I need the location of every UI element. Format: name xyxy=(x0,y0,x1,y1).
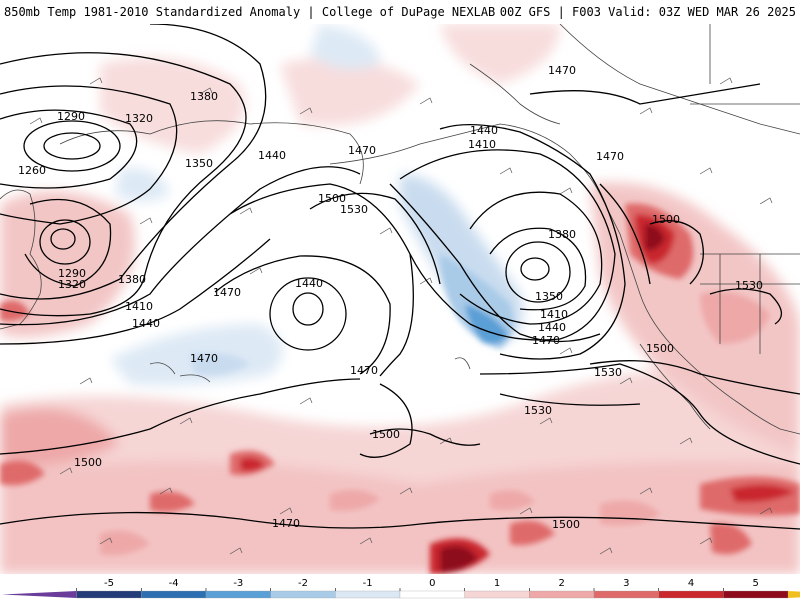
contour-label: 1500 xyxy=(372,428,400,441)
contour-label: 1410 xyxy=(125,300,153,313)
map-title: 850mb Temp 1981-2010 Standardized Anomal… xyxy=(4,5,496,19)
contour-label: 1470 xyxy=(350,364,378,377)
contour-label: 1500 xyxy=(74,456,102,469)
colorbar-swatch xyxy=(529,590,595,599)
contour-label: 1530 xyxy=(594,366,622,379)
colorbar-swatches xyxy=(2,590,800,599)
colorbar-swatch xyxy=(270,590,336,599)
contour-label: 1500 xyxy=(552,518,580,531)
colorbar-swatch xyxy=(658,590,724,599)
colorbar-ticks: -5 -4 -3 -2 -1 0 1 2 3 4 5 xyxy=(76,578,759,591)
contour-label: 1470 xyxy=(213,286,241,299)
contour-label: 1380 xyxy=(190,90,218,103)
contour-label: 1380 xyxy=(118,273,146,286)
height-contours xyxy=(0,24,800,530)
colorbar-tick-label: 3 xyxy=(623,578,629,589)
map-svg: 1470 1380 1290 1320 1260 1350 1290 1320 … xyxy=(0,24,800,574)
colorbar-tick-label: 2 xyxy=(558,578,564,589)
colorbar-swatch xyxy=(335,590,401,599)
colorbar-swatch xyxy=(141,590,207,599)
contour-label: 1500 xyxy=(646,342,674,355)
colorbar-svg: -5 -4 -3 -2 -1 0 1 2 3 4 5 xyxy=(2,578,800,599)
colorbar-tick-label: -4 xyxy=(169,578,179,589)
colorbar: -5 -4 -3 -2 -1 0 1 2 3 4 5 xyxy=(0,574,800,600)
colorbar-swatch xyxy=(2,591,77,598)
contour-label: 1470 xyxy=(190,352,218,365)
contour-label: 1530 xyxy=(340,203,368,216)
contour-label: 1290 xyxy=(58,267,86,280)
coastlines xyxy=(0,24,800,435)
colorbar-swatch xyxy=(76,590,142,599)
contour-label: 1440 xyxy=(538,321,566,334)
contour-label: 1350 xyxy=(185,157,213,170)
contour-label: 1320 xyxy=(125,112,153,125)
contour-label: 1500 xyxy=(652,213,680,226)
contour-label: 1440 xyxy=(132,317,160,330)
contour-label: 1440 xyxy=(258,149,286,162)
contour-label: 1470 xyxy=(348,144,376,157)
valid-time-title: 00Z GFS | F003 Valid: 03Z WED MAR 26 202… xyxy=(499,5,796,19)
contour-label: 1410 xyxy=(540,308,568,321)
colorbar-tick-label: -2 xyxy=(298,578,308,589)
header-bar: 850mb Temp 1981-2010 Standardized Anomal… xyxy=(0,0,800,24)
colorbar-tick-label: -5 xyxy=(104,578,114,589)
colorbar-swatch xyxy=(464,590,530,599)
colorbar-tick-label: -3 xyxy=(233,578,243,589)
contour-label: 1380 xyxy=(548,228,576,241)
contour-label: 1470 xyxy=(548,64,576,77)
anomaly-map: 1470 1380 1290 1320 1260 1350 1290 1320 … xyxy=(0,24,800,574)
contour-label: 1440 xyxy=(295,277,323,290)
wind-barbs xyxy=(29,77,773,555)
colorbar-tick-label: 0 xyxy=(429,578,435,589)
contour-label: 1500 xyxy=(318,192,346,205)
contour-label: 1530 xyxy=(524,404,552,417)
colorbar-swatch xyxy=(788,591,800,598)
colorbar-tick-label: 5 xyxy=(752,578,758,589)
contour-label: 1470 xyxy=(272,517,300,530)
contour-label: 1350 xyxy=(535,290,563,303)
contour-labels: 1470 1380 1290 1320 1260 1350 1290 1320 … xyxy=(18,64,763,531)
colorbar-swatch xyxy=(723,590,789,599)
colorbar-swatch xyxy=(593,590,659,599)
contour-label: 1470 xyxy=(532,334,560,347)
colorbar-swatch xyxy=(205,590,271,599)
contour-label: 1290 xyxy=(57,110,85,123)
contour-label: 1320 xyxy=(58,278,86,291)
colorbar-tick-label: 4 xyxy=(688,578,694,589)
anomaly-shading xyxy=(0,24,800,574)
contour-label: 1530 xyxy=(735,279,763,292)
contour-label: 1260 xyxy=(18,164,46,177)
colorbar-tick-label: 1 xyxy=(494,578,500,589)
contour-label: 1470 xyxy=(596,150,624,163)
contour-label: 1410 xyxy=(468,138,496,151)
contour-label: 1440 xyxy=(470,124,498,137)
colorbar-tick-label: -1 xyxy=(363,578,373,589)
colorbar-swatch xyxy=(399,590,465,599)
